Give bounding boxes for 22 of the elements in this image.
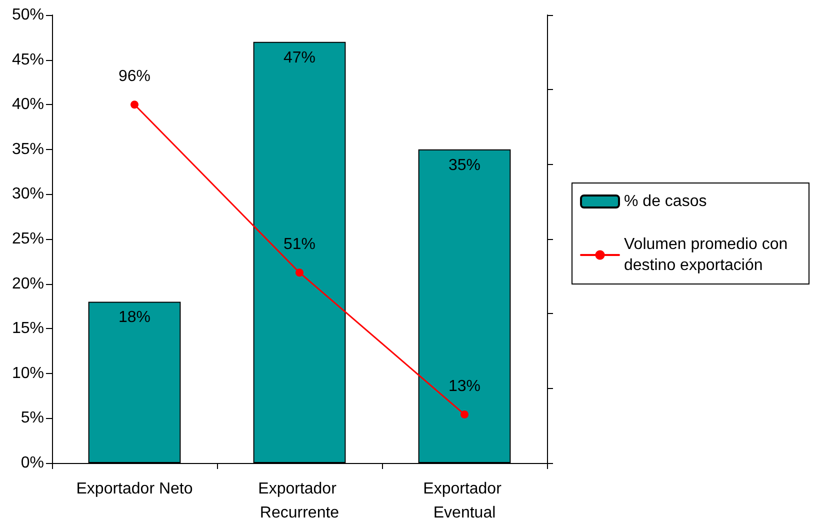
y-tick-label: 25% [12,230,44,248]
legend-label: % de casos [624,193,707,210]
y-tick-label: 10% [12,364,44,382]
data-label: 13% [448,378,481,395]
y-tick-label: 30% [12,186,44,203]
data-label: 51% [283,236,316,254]
data-label: 35% [448,156,481,174]
data-label: 47% [283,49,316,66]
y-tick-label: 20% [12,275,44,292]
x-tick-label: Exportador Eventual [423,480,506,522]
legend-label: Volumen promedio con destino exportación [624,236,792,274]
data-label: 96% [118,68,151,86]
y-tick-label: 40% [12,96,44,114]
y-tick-label: 35% [12,140,44,158]
y-tick-label: 45% [12,51,44,68]
y-tick-label: 50% [12,6,44,24]
y-tick-label: 0% [20,454,44,472]
y-tick-label: 15% [12,320,44,338]
x-tick-label: Exportador Neto [76,480,193,498]
x-tick-label: Exportador Recurrente [258,480,341,522]
y-tick-label: 5% [20,410,44,427]
data-label: 18% [118,309,151,326]
